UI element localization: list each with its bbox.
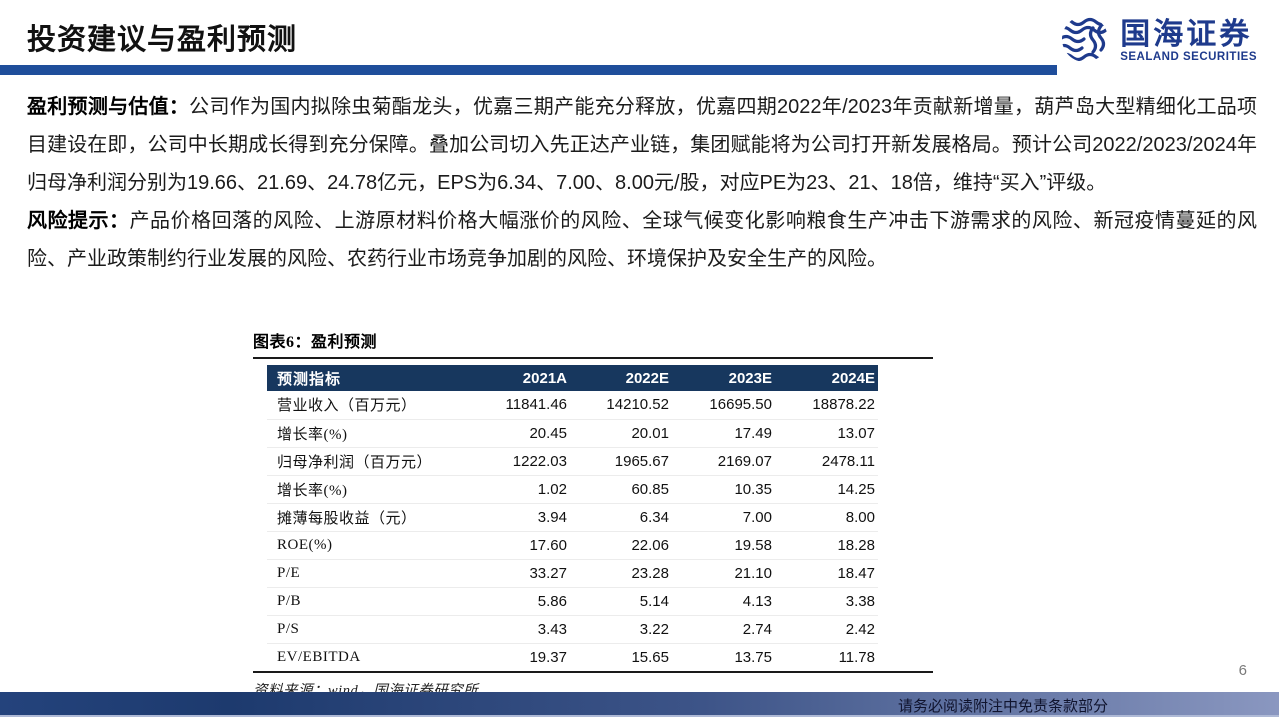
table-row: P/S 3.43 3.22 2.74 2.42 (267, 615, 878, 644)
company-logo: 国海证券 SEALAND SECURITIES (1060, 14, 1257, 69)
row-value: 19.37 (529, 648, 567, 666)
row-value: 2169.07 (672, 447, 775, 476)
row-value: 10.35 (672, 475, 775, 504)
row-value: 5.86 (467, 587, 570, 616)
row-value: 8.00 (775, 503, 878, 532)
body-text: 盈利预测与估值：公司作为国内拟除虫菊酯龙头，优嘉三期产能充分释放，优嘉四期202… (27, 88, 1257, 278)
risk-paragraph-lead: 风险提示： (27, 210, 130, 232)
row-value: 20.45 (467, 419, 570, 448)
row-value: 17.60 (467, 531, 570, 560)
row-value: 1965.67 (570, 447, 672, 476)
row-label: 摊薄每股收益（元） (267, 503, 467, 532)
column-header: 2022E (570, 365, 672, 391)
table-frame: 预测指标 2021A 2022E 2023E 2024E 营业收入（百万元） 11841.… (253, 357, 933, 673)
table-row: 营业收入（百万元） 11841.46 14210.52 16695.50 18878.2… (267, 391, 878, 420)
table-row: 摊薄每股收益（元） 3.94 6.34 7.00 8.00 (267, 503, 878, 532)
wave-logo-icon (1060, 14, 1110, 69)
table-header-row: 预测指标 2021A 2022E 2023E 2024E (267, 365, 878, 391)
row-value: 21.10 (672, 559, 775, 588)
forecast-table-body: 营业收入（百万元） 11841.46 14210.52 16695.50 18878.2… (267, 391, 878, 671)
table-row: 归母净利润（百万元） 1222.03 1965.67 2169.07 2478.11 (267, 447, 878, 476)
row-value: 16695.50 (672, 391, 775, 420)
page-number: 6 (1238, 662, 1247, 679)
page-title: 投资建议与盈利预测 (27, 24, 298, 56)
row-value: 14210.52 (570, 391, 672, 420)
row-value: 13.75 (734, 648, 772, 666)
row-value: 14.25 (775, 475, 878, 504)
row-value: 22.06 (570, 531, 672, 560)
row-value: 2.42 (775, 615, 878, 644)
row-label: EV/EBITDA (277, 648, 361, 665)
row-value: 11841.46 (467, 391, 570, 420)
risk-paragraph-body: 产品价格回落的风险、上游原材料价格大幅涨价的风险、全球气候变化影响粮食生产冲击下… (27, 210, 1258, 270)
row-value: 6.34 (570, 503, 672, 532)
row-value: 33.27 (467, 559, 570, 588)
profit-forecast-paragraph: 盈利预测与估值：公司作为国内拟除虫菊酯龙头，优嘉三期产能充分释放，优嘉四期202… (27, 88, 1257, 202)
row-value: 18.47 (775, 559, 878, 588)
row-value: 3.22 (570, 615, 672, 644)
row-label: 归母净利润（百万元） (267, 447, 467, 476)
profit-paragraph-body: 公司作为国内拟除虫菊酯龙头，优嘉三期产能充分释放，优嘉四期2022年/2023年… (27, 96, 1257, 194)
column-header: 2021A (467, 365, 570, 391)
row-value: 3.94 (467, 503, 570, 532)
risk-warning-paragraph: 风险提示：产品价格回落的风险、上游原材料价格大幅涨价的风险、全球气候变化影响粮食… (27, 202, 1257, 278)
row-value: 18.28 (775, 531, 878, 560)
row-value: 2.74 (672, 615, 775, 644)
row-value: 17.49 (672, 419, 775, 448)
row-label: P/B (267, 587, 467, 616)
row-label: ROE(%) (267, 531, 467, 560)
row-value: 20.01 (570, 419, 672, 448)
column-header: 2023E (672, 365, 775, 391)
row-value: 15.65 (631, 648, 669, 666)
row-value: 4.13 (672, 587, 775, 616)
table-row: ROE(%) 17.60 22.06 19.58 18.28 (267, 531, 878, 560)
row-value: 18878.22 (775, 391, 878, 420)
row-label: 增长率(%) (267, 475, 467, 504)
logo-name-en: SEALAND SECURITIES (1120, 51, 1257, 63)
logo-text: 国海证券 SEALAND SECURITIES (1120, 19, 1257, 64)
row-value: 1222.03 (467, 447, 570, 476)
table-row: 增长率(%) 1.02 60.85 10.35 14.25 (267, 475, 878, 504)
table-row: EV/EBITDA 19.37 15.65 13.75 11.78 (267, 643, 878, 671)
row-value: 60.85 (570, 475, 672, 504)
profit-paragraph-lead: 盈利预测与估值： (27, 96, 190, 118)
table-row: 增长率(%) 20.45 20.01 17.49 13.07 (267, 419, 878, 448)
row-value: 19.58 (672, 531, 775, 560)
row-label: 营业收入（百万元） (267, 391, 467, 420)
row-value: 3.38 (775, 587, 878, 616)
row-label: P/S (267, 615, 467, 644)
row-value: 1.02 (467, 475, 570, 504)
row-label: 增长率(%) (267, 419, 467, 448)
title-accent-bar (0, 65, 1057, 75)
forecast-table: 预测指标 2021A 2022E 2023E 2024E 营业收入（百万元） 11841.… (267, 365, 878, 671)
figure-caption: 图表6：盈利预测 (253, 334, 378, 351)
table-row: P/E 33.27 23.28 21.10 18.47 (267, 559, 878, 588)
row-value: 13.07 (775, 419, 878, 448)
row-value: 23.28 (570, 559, 672, 588)
footer-disclaimer: 请务必阅读附注中免责条款部分 (898, 698, 1109, 715)
footer-bar: 请务必阅读附注中免责条款部分 (0, 692, 1279, 717)
row-value: 5.14 (570, 587, 672, 616)
logo-name-cn: 国海证券 (1120, 18, 1253, 51)
row-value: 11.78 (838, 648, 875, 666)
figure-profit-forecast: 图表6：盈利预测 预测指标 2021A 2022E 2023E 2024E 营业收入（百… (253, 328, 933, 700)
table-row: P/B 5.86 5.14 4.13 3.38 (267, 587, 878, 616)
row-value: 7.00 (672, 503, 775, 532)
row-label: P/E (267, 559, 467, 588)
row-value: 3.43 (467, 615, 570, 644)
column-header: 2024E (775, 365, 878, 391)
column-header: 预测指标 (267, 365, 467, 391)
row-value: 2478.11 (775, 447, 878, 476)
